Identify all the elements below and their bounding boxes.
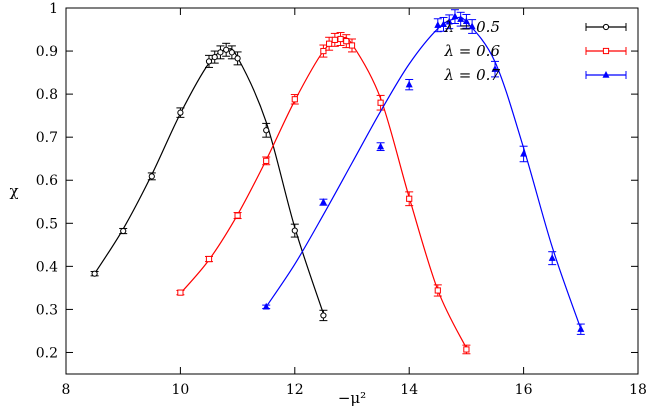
data-point (602, 47, 610, 55)
data-point (223, 46, 230, 53)
series (262, 9, 585, 335)
legend-label: λ = 0.7 (444, 66, 501, 84)
legend: λ = 0.5 λ = 0.6 λ = 0.7 (444, 18, 627, 84)
y-tick-label: 0.8 (36, 87, 58, 103)
data-point (217, 49, 224, 56)
legend-entry: λ = 0.5 (444, 18, 627, 36)
data-point (291, 96, 298, 103)
data-point (406, 195, 413, 202)
data-point (91, 270, 98, 277)
x-axis-label: −μ² (338, 389, 366, 407)
y-tick-label: 0.5 (36, 216, 58, 232)
data-point (577, 325, 585, 332)
data-point (457, 15, 465, 22)
data-point (205, 58, 213, 65)
x-tick-label: 10 (171, 382, 189, 398)
data-point (148, 173, 155, 180)
data-point (463, 346, 470, 353)
series-layer (90, 9, 585, 355)
data-point (377, 99, 384, 106)
data-point (120, 227, 127, 235)
axis-ticks: 8 10 12 14 16 18 0.2 0.3 0.4 0.5 0.6 0.7 0.8 0.9 1 (36, 1, 647, 398)
legend-entry: λ = 0.6 (444, 42, 627, 60)
data-point (520, 149, 528, 157)
data-point (326, 40, 333, 47)
data-point (377, 142, 385, 150)
data-point (319, 198, 327, 205)
data-point (320, 312, 327, 319)
x-tick-label: 8 (62, 382, 71, 398)
data-point (234, 212, 241, 219)
series (176, 32, 471, 355)
data-point (337, 35, 344, 43)
data-point (211, 53, 218, 61)
x-tick-label: 14 (400, 382, 418, 398)
data-point (462, 17, 470, 25)
y-tick-label: 0.6 (36, 173, 58, 189)
data-point (291, 227, 298, 234)
legend-label: λ = 0.5 (444, 18, 500, 36)
data-point (445, 17, 453, 25)
data-point (177, 109, 184, 116)
data-point (348, 42, 356, 49)
y-tick-label: 0.3 (36, 302, 58, 318)
data-point (205, 255, 213, 263)
y-tick-label: 0.4 (36, 259, 58, 275)
series (90, 42, 328, 322)
y-tick-label: 0.2 (36, 345, 58, 361)
data-point (434, 21, 442, 28)
x-tick-label: 16 (515, 382, 533, 398)
data-point (434, 287, 441, 294)
legend-entry: λ = 0.7 (444, 66, 627, 84)
data-point (343, 38, 350, 45)
data-point (263, 157, 270, 164)
data-point (451, 12, 459, 20)
plot-frame (65, 7, 639, 375)
data-point (263, 127, 270, 134)
data-point (548, 254, 556, 261)
data-point (491, 65, 499, 72)
data-point (602, 70, 610, 78)
x-tick-label: 12 (286, 382, 304, 398)
y-tick-label: 1 (49, 1, 58, 17)
y-tick-label: 0.9 (36, 44, 58, 60)
y-tick-label: 0.7 (36, 130, 58, 146)
data-point (468, 22, 476, 30)
y-axis-label: χ (9, 182, 18, 200)
x-tick-label: 18 (629, 382, 647, 398)
data-point (234, 55, 241, 62)
data-point (262, 302, 270, 310)
legend-label: λ = 0.6 (444, 42, 501, 60)
data-point (602, 23, 610, 31)
data-point (177, 289, 184, 296)
data-point (320, 47, 327, 55)
data-point (440, 20, 448, 28)
data-point (331, 36, 338, 43)
data-point (405, 80, 413, 88)
